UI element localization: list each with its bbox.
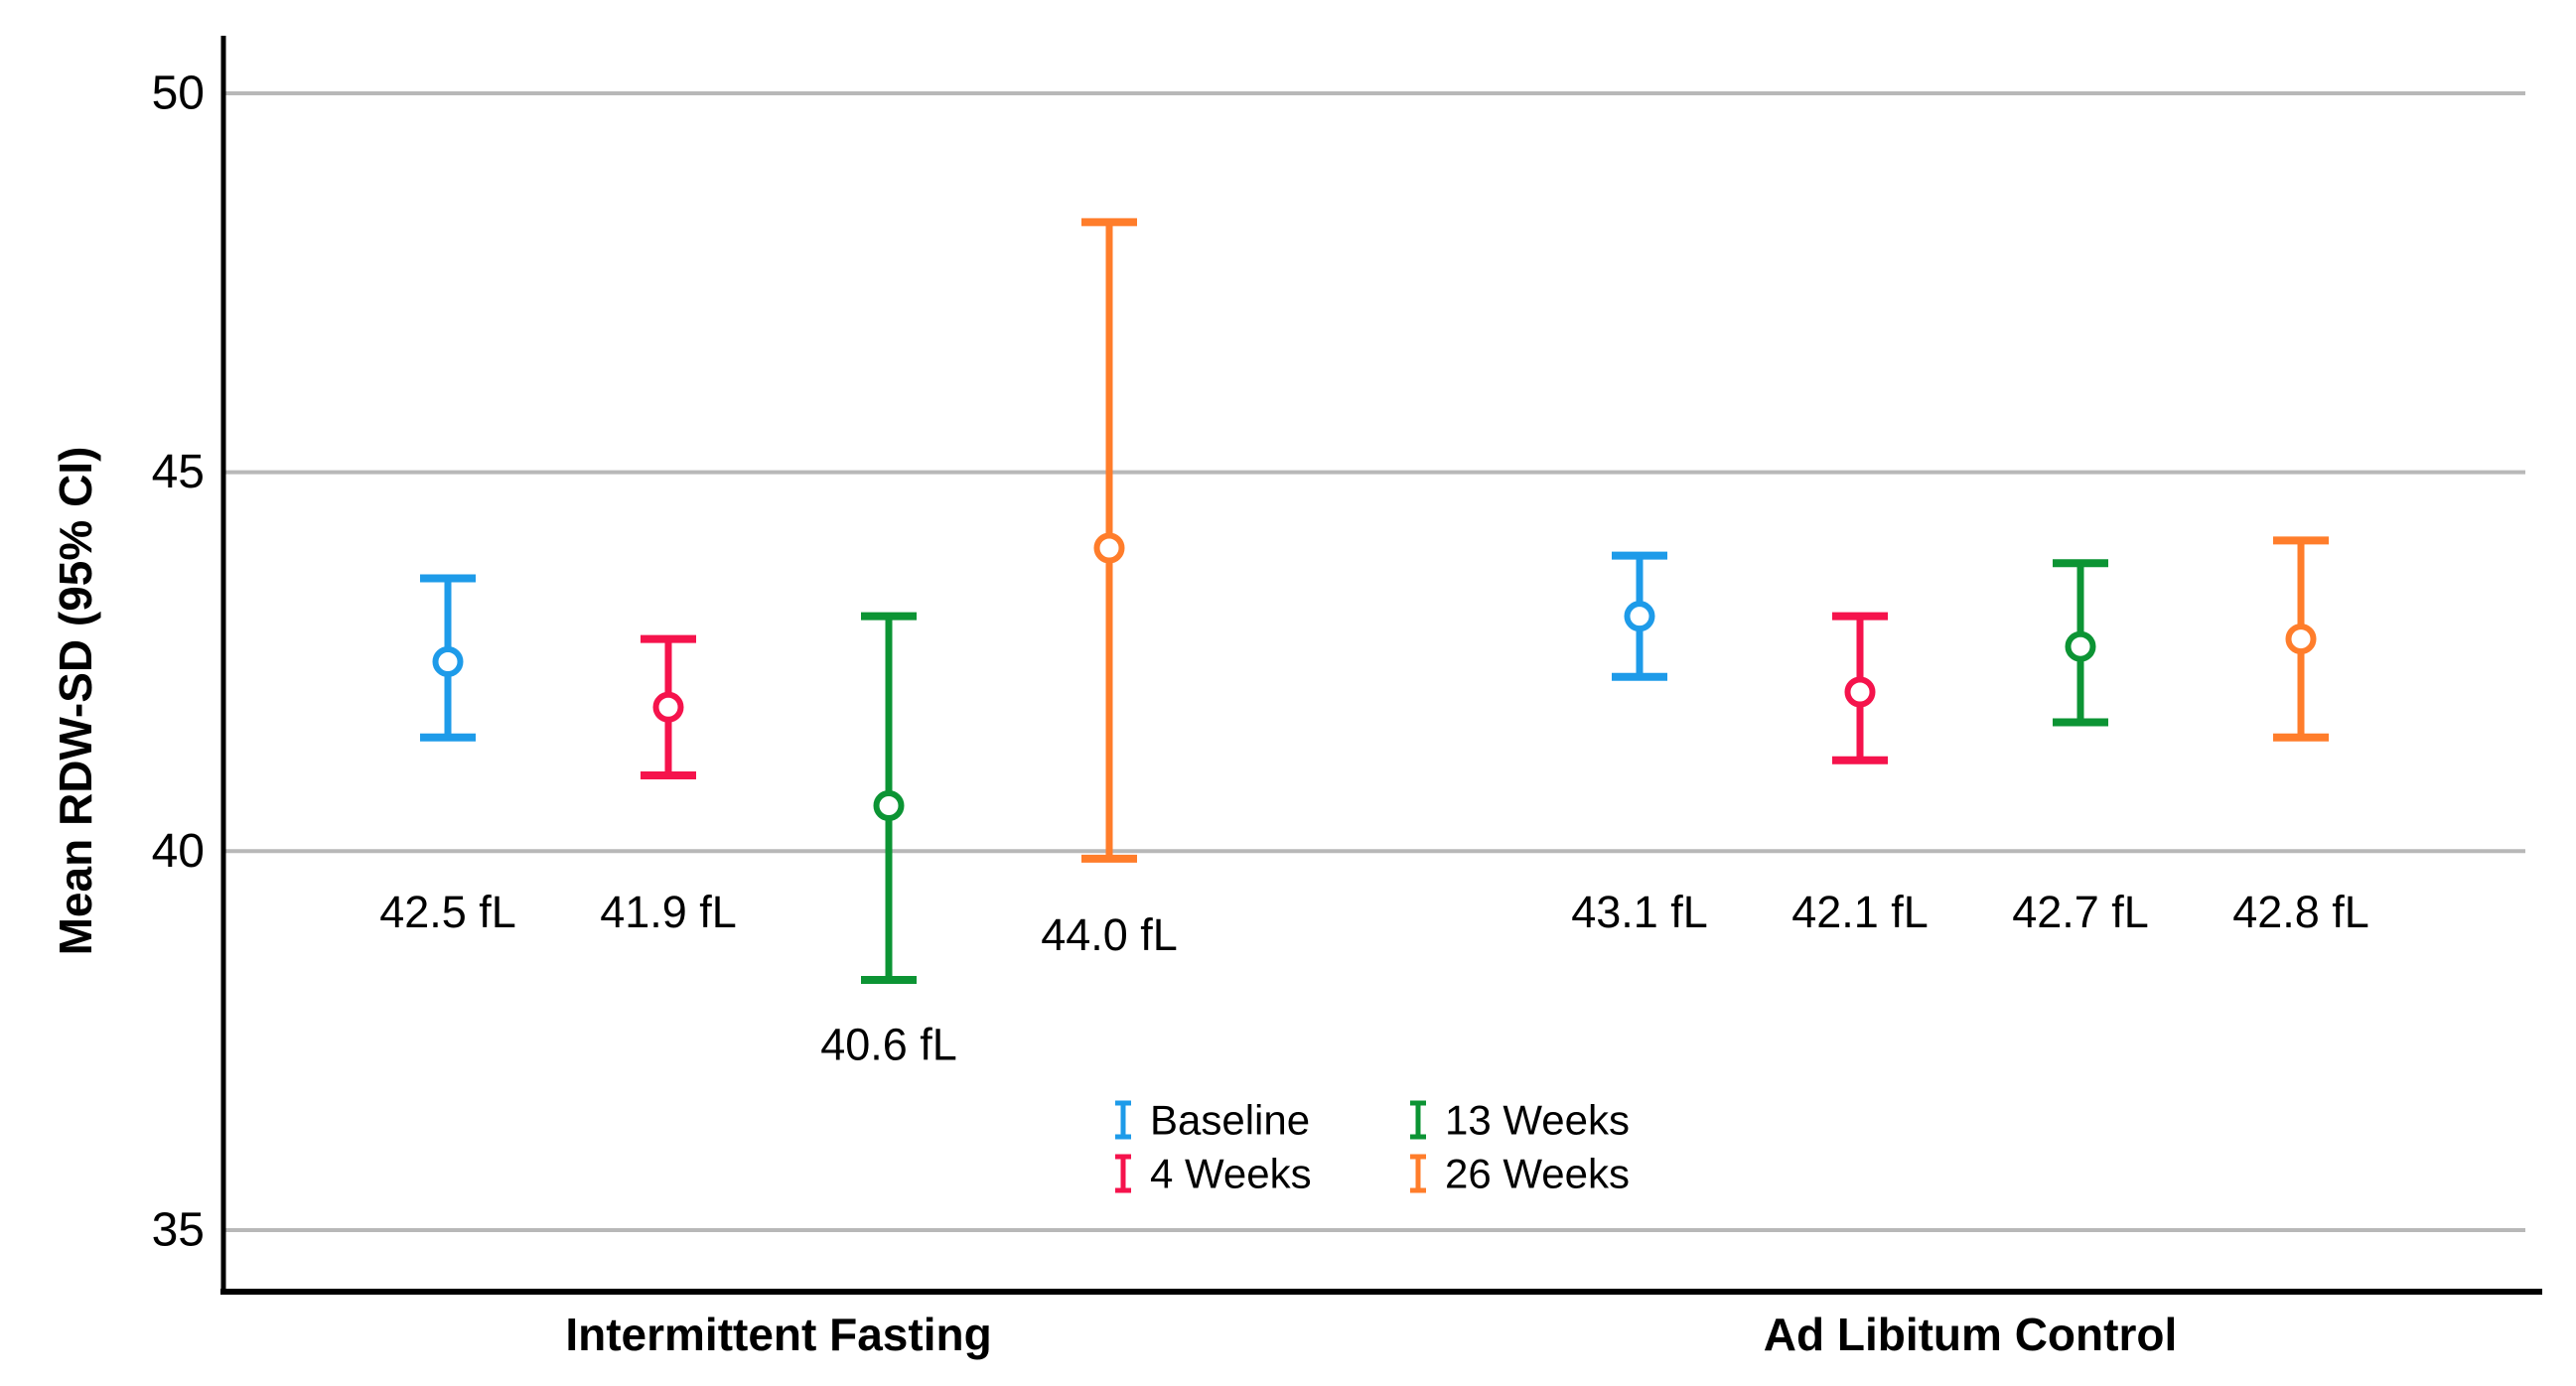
y-tick-label-35: 35: [152, 1203, 205, 1256]
legend-item-13-weeks: 13 Weeks: [1410, 1097, 1630, 1144]
mean-marker: [873, 790, 905, 822]
legend-item-baseline: Baseline: [1115, 1097, 1310, 1144]
x-category-label-intermittent-fasting: Intermittent Fasting: [565, 1309, 991, 1360]
value-label-baseline-ad-libitum-control: 43.1 fL: [1571, 887, 1708, 937]
point-labels: 42.5 fL 43.1 fL 41.9 fL 42.1 fL 40.6 fL 42.7 …: [379, 887, 2369, 1070]
errorbar-4-weeks-intermittent-fasting: [641, 634, 696, 779]
errorbar-13-weeks-intermittent-fasting: [861, 612, 917, 985]
y-tick-labels: 35 40 45 50: [152, 68, 205, 1257]
legend-item-26-weeks: 26 Weeks: [1410, 1151, 1630, 1197]
value-label-4-weeks-ad-libitum-control: 42.1 fL: [1791, 887, 1929, 937]
y-axis-title: Mean RDW-SD (95% CI): [50, 447, 101, 956]
errorbar-4-weeks-ad-libitum-control: [1832, 612, 1888, 764]
value-label-4-weeks-intermittent-fasting: 41.9 fL: [600, 887, 737, 937]
y-tick-label-45: 45: [152, 446, 205, 498]
value-label-13-weeks-intermittent-fasting: 40.6 fL: [820, 1019, 957, 1069]
errorbar-26-weeks-ad-libitum-control: [2273, 536, 2329, 742]
mean-marker: [2285, 624, 2317, 655]
legend-item-4-weeks: 4 Weeks: [1115, 1151, 1312, 1197]
legend-label-26-weeks: 26 Weeks: [1445, 1151, 1630, 1197]
legend: Baseline 4 Weeks 13 Weeks 26 Weeks: [1115, 1097, 1630, 1197]
legend-label-4-weeks: 4 Weeks: [1150, 1151, 1312, 1197]
errorbar-13-weeks-ad-libitum-control: [2053, 559, 2108, 727]
value-label-baseline-intermittent-fasting: 42.5 fL: [379, 887, 516, 937]
legend-label-13-weeks: 13 Weeks: [1445, 1097, 1630, 1144]
mean-marker: [652, 691, 684, 723]
value-label-26-weeks-intermittent-fasting: 44.0 fL: [1041, 909, 1178, 960]
value-label-26-weeks-ad-libitum-control: 42.8 fL: [2232, 887, 2369, 937]
errorbar-baseline-ad-libitum-control: [1612, 551, 1667, 681]
mean-marker: [1624, 601, 1655, 632]
mean-marker: [2065, 630, 2096, 662]
errorbar-26-weeks-intermittent-fasting: [1081, 217, 1137, 863]
error-bars-layer: [420, 217, 2329, 985]
mean-marker: [1844, 676, 1876, 708]
y-tick-label-40: 40: [152, 825, 205, 878]
mean-marker: [432, 645, 464, 677]
mean-marker: [1093, 532, 1125, 564]
y-tick-label-50: 50: [152, 68, 205, 120]
x-category-label-ad-libitum-control: Ad Libitum Control: [1764, 1309, 2177, 1360]
errorbar-baseline-intermittent-fasting: [420, 574, 476, 742]
value-label-13-weeks-ad-libitum-control: 42.7 fL: [2012, 887, 2149, 937]
legend-label-baseline: Baseline: [1150, 1097, 1310, 1144]
gridlines: [223, 91, 2525, 1232]
